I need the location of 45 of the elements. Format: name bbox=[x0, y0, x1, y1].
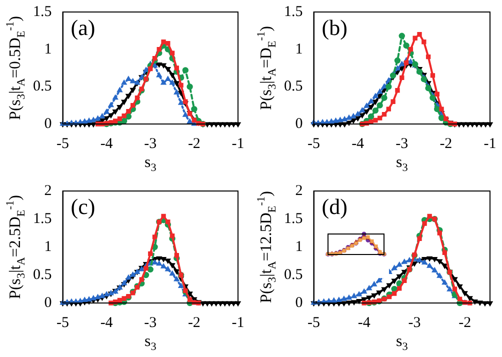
x-tick-label: -1 bbox=[232, 314, 244, 331]
annotation: (c) bbox=[70, 194, 96, 219]
x-tick-label: -4 bbox=[100, 136, 114, 152]
x-tick-label: -2 bbox=[188, 136, 200, 152]
x-tick-label: -5 bbox=[56, 136, 69, 152]
y-tick-label: 1 bbox=[44, 238, 52, 255]
y-tick-label: 1 bbox=[44, 41, 52, 58]
y-tick-label: 1 bbox=[295, 238, 303, 255]
y-tick-label: 0 bbox=[295, 116, 303, 132]
x-tick-label: -3 bbox=[144, 314, 157, 331]
x-tick-label: -3 bbox=[396, 136, 408, 152]
y-tick-label: 1.5 bbox=[284, 210, 303, 227]
y-tick-label: 1.5 bbox=[284, 4, 303, 20]
x-tick-label: -3 bbox=[408, 314, 421, 331]
x-tick-label: -4 bbox=[358, 314, 371, 331]
annotation: (d) bbox=[322, 194, 348, 219]
x-tick-label: -5 bbox=[308, 314, 320, 331]
y-tick-label: 0 bbox=[295, 294, 303, 311]
x-axis-title: s$_{3}$ bbox=[144, 333, 156, 354]
x-tick-label: -2 bbox=[458, 314, 472, 331]
x-tick-label: -1 bbox=[232, 136, 244, 152]
y-tick-label: 0.5 bbox=[33, 266, 52, 283]
y-tick-label: 0.5 bbox=[284, 266, 303, 283]
y-tick-label: 0.5 bbox=[33, 78, 52, 95]
x-tick-label: -2 bbox=[188, 314, 200, 331]
y-tick-label: 0 bbox=[44, 294, 52, 311]
x-tick-label: -4 bbox=[100, 314, 114, 331]
annotation: (a) bbox=[70, 14, 96, 40]
y-tick-label: 0 bbox=[44, 116, 52, 132]
y-tick-label: 1 bbox=[295, 41, 303, 58]
y-tick-label: 1.5 bbox=[33, 4, 52, 20]
x-tick-label: -5 bbox=[56, 314, 69, 331]
annotation: (b) bbox=[322, 14, 348, 40]
x-axis-title: s$_{3}$ bbox=[144, 154, 156, 174]
x-axis-title: s$_{3}$ bbox=[396, 333, 408, 354]
y-tick-label: 2 bbox=[295, 182, 303, 199]
x-tick-label: -2 bbox=[440, 136, 452, 152]
y-tick-label: 0.5 bbox=[284, 78, 303, 95]
x-axis-title: s$_{3}$ bbox=[396, 154, 408, 174]
x-tick-label: -5 bbox=[308, 136, 320, 152]
x-tick-label: -1 bbox=[484, 136, 496, 152]
y-tick-label: 2 bbox=[44, 182, 52, 199]
y-tick-label: 1.5 bbox=[33, 210, 52, 227]
x-tick-label: -4 bbox=[352, 136, 365, 152]
x-tick-label: -3 bbox=[144, 136, 157, 152]
